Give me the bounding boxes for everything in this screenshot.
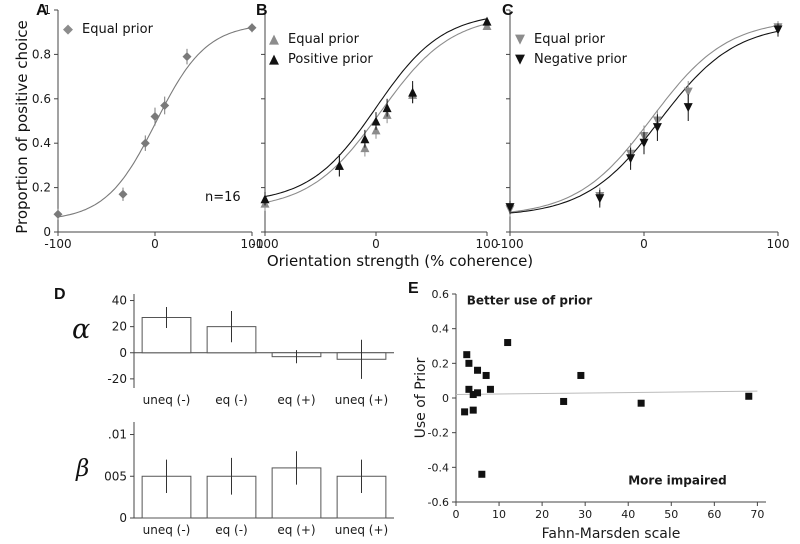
triangle-up-marker-icon: ▲ bbox=[269, 52, 279, 67]
svg-text:0.8: 0.8 bbox=[32, 47, 51, 61]
svg-text:0: 0 bbox=[372, 237, 380, 251]
svg-text:50: 50 bbox=[664, 508, 678, 521]
svg-text:0: 0 bbox=[453, 508, 460, 521]
svg-text:uneq (+): uneq (+) bbox=[335, 523, 388, 537]
svg-text:-100: -100 bbox=[251, 237, 278, 251]
alpha-axis-symbol: α bbox=[72, 314, 91, 345]
svg-text:0: 0 bbox=[119, 511, 127, 525]
beta-axis-symbol: β bbox=[76, 456, 90, 482]
svg-text:0.6: 0.6 bbox=[32, 92, 51, 106]
svg-text:More impaired: More impaired bbox=[628, 474, 726, 488]
svg-text:100: 100 bbox=[241, 237, 264, 251]
legend-label-equal-prior: Equal prior bbox=[82, 22, 153, 37]
sample-size-note: n=16 bbox=[205, 190, 241, 205]
legend-panel-a: ◆ Equal prior bbox=[60, 22, 153, 37]
panel-label-a: A bbox=[36, 2, 48, 19]
triangle-down-marker-icon: ▼ bbox=[515, 52, 525, 67]
svg-text:-20: -20 bbox=[107, 372, 127, 386]
panel-c-psychometric-chart: -100 0 100 bbox=[496, 9, 790, 251]
svg-text:40: 40 bbox=[621, 508, 635, 521]
svg-text:60: 60 bbox=[707, 508, 721, 521]
svg-text:70: 70 bbox=[750, 508, 764, 521]
panel-label-b: B bbox=[256, 2, 268, 19]
svg-text:30: 30 bbox=[578, 508, 592, 521]
svg-text:40: 40 bbox=[112, 294, 127, 308]
legend-row-equal-prior: ▲ Equal prior bbox=[266, 32, 373, 47]
legend-row-negative-prior: ▼ Negative prior bbox=[512, 52, 627, 67]
svg-text:0: 0 bbox=[119, 346, 127, 360]
svg-text:uneq (+): uneq (+) bbox=[335, 393, 388, 407]
svg-text:-0.6: -0.6 bbox=[428, 496, 449, 509]
svg-text:0.4: 0.4 bbox=[32, 136, 51, 150]
panel-e-scatter-chart: 0 10 20 30 40 50 60 70 -0.6 -0.4 -0.2 0 0.2 0.4 0.6 Bet… bbox=[413, 288, 766, 542]
triangle-up-marker-icon: ▲ bbox=[269, 32, 279, 47]
legend-row-equal-prior: ▼ Equal prior bbox=[512, 32, 627, 47]
svg-text:-100: -100 bbox=[496, 237, 523, 251]
svg-text:100: 100 bbox=[767, 237, 790, 251]
panel-b-psychometric-chart: -100 0 100 bbox=[251, 9, 498, 251]
legend-row-positive-prior: ▲ Positive prior bbox=[266, 52, 373, 67]
triangle-down-marker-icon: ▼ bbox=[515, 32, 525, 47]
svg-text:0.2: 0.2 bbox=[32, 181, 51, 195]
svg-text:-0.2: -0.2 bbox=[428, 427, 449, 440]
shared-x-axis-label: Orientation strength (% coherence) bbox=[266, 252, 534, 270]
legend-label-equal-prior: Equal prior bbox=[534, 32, 605, 47]
svg-text:100: 100 bbox=[476, 237, 499, 251]
panel-label-d: D bbox=[54, 286, 66, 303]
svg-text:uneq (-): uneq (-) bbox=[143, 393, 191, 407]
svg-text:Fahn-Marsden scale: Fahn-Marsden scale bbox=[542, 526, 681, 542]
legend-panel-c: ▼ Equal prior ▼ Negative prior bbox=[512, 32, 627, 67]
svg-text:20: 20 bbox=[535, 508, 549, 521]
svg-text:0: 0 bbox=[151, 237, 159, 251]
svg-text:0: 0 bbox=[43, 225, 51, 239]
panel-label-c: C bbox=[502, 2, 514, 19]
svg-text:uneq (-): uneq (-) bbox=[143, 523, 191, 537]
svg-text:-100: -100 bbox=[44, 237, 71, 251]
legend-row-equal-prior: ◆ Equal prior bbox=[60, 22, 153, 37]
svg-text:0.2: 0.2 bbox=[432, 357, 450, 370]
svg-text:Use of Prior: Use of Prior bbox=[413, 357, 429, 438]
svg-text:Better use of prior: Better use of prior bbox=[467, 293, 593, 307]
svg-text:0.4: 0.4 bbox=[432, 323, 450, 336]
svg-text:eq (-): eq (-) bbox=[215, 393, 248, 407]
legend-panel-b: ▲ Equal prior ▲ Positive prior bbox=[266, 32, 373, 67]
svg-text:eq (+): eq (+) bbox=[277, 523, 315, 537]
legend-label-positive-prior: Positive prior bbox=[288, 52, 373, 67]
svg-text:eq (+): eq (+) bbox=[277, 393, 315, 407]
svg-text:.01: .01 bbox=[108, 428, 127, 442]
diamond-marker-icon: ◆ bbox=[63, 22, 73, 37]
svg-text:0: 0 bbox=[640, 237, 648, 251]
panel-d-beta-bar-chart: 0 005 .01 uneq (-) eq (-) eq (+) uneq (+) bbox=[104, 422, 394, 537]
svg-text:005: 005 bbox=[104, 469, 127, 483]
svg-text:0.6: 0.6 bbox=[432, 288, 450, 301]
legend-label-equal-prior: Equal prior bbox=[288, 32, 359, 47]
svg-text:20: 20 bbox=[112, 320, 127, 334]
svg-text:1: 1 bbox=[43, 3, 51, 17]
panel-d-alpha-bar-chart: -20 0 20 40 uneq (-) eq (-) eq (+) uneq (+) bbox=[107, 294, 394, 407]
svg-text:eq (-): eq (-) bbox=[215, 523, 248, 537]
svg-text:0: 0 bbox=[442, 392, 449, 405]
svg-text:10: 10 bbox=[492, 508, 506, 521]
svg-text:-0.4: -0.4 bbox=[428, 461, 449, 474]
shared-y-axis-label: Proportion of positive choice bbox=[13, 20, 31, 234]
panel-label-e: E bbox=[408, 280, 419, 297]
legend-label-negative-prior: Negative prior bbox=[534, 52, 627, 67]
